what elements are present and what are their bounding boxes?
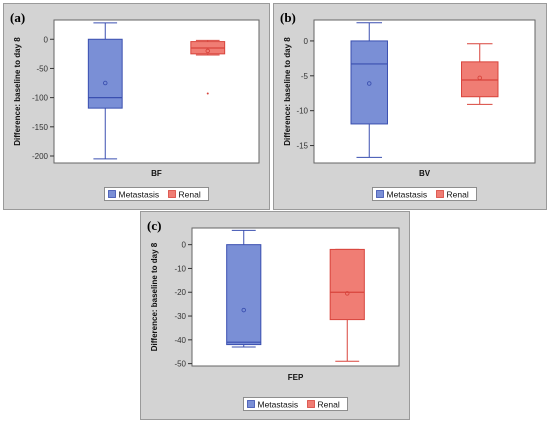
legend-label-renal: Renal — [318, 400, 340, 410]
legend-swatch-renal — [307, 400, 315, 408]
metastasis-box — [87, 38, 123, 109]
renal-box — [329, 248, 365, 321]
legend-label-renal: Renal — [179, 190, 201, 200]
y-tick-label: 0 — [182, 241, 187, 250]
metastasis-mean-marker — [102, 80, 108, 86]
y-tick-label: -50 — [174, 360, 186, 369]
chart-panel-b: (b) 0 -5 -10 -15 Difference: baseline to day … — [273, 3, 547, 210]
y-axis-title: Difference: baseline to day 8 — [150, 242, 159, 351]
y-tick-label: -5 — [301, 72, 309, 81]
chart-panel-c: (c) 0 -10 -20 -30 -40 -50 Difference: baseline … — [140, 211, 410, 420]
x-axis-title: BF — [151, 169, 162, 178]
legend — [243, 397, 348, 411]
y-tick-label: -10 — [296, 107, 308, 116]
y-axis-title: Difference: baseline to day 8 — [13, 37, 22, 146]
y-tick-label: -40 — [174, 336, 186, 345]
renal-mean-marker — [344, 291, 350, 296]
renal-outlier-point — [206, 92, 209, 95]
legend-label-renal: Renal — [447, 190, 469, 200]
legend-label-metastasis: Metastasis — [119, 190, 160, 200]
legend-swatch-metastasis — [108, 190, 116, 198]
metastasis-box — [226, 244, 262, 346]
chart-panel-a: (a) 0 -50 -100 -150 -200 Difference: baseline … — [3, 3, 270, 210]
metastasis-mean-marker — [366, 81, 372, 86]
x-axis-title: BV — [419, 169, 431, 178]
y-tick-label: -15 — [296, 142, 308, 151]
chart-svg-b: (b) 0 -5 -10 -15 Difference: baseline to day … — [280, 10, 536, 201]
metastasis-box — [350, 40, 388, 125]
legend-swatch-metastasis — [376, 190, 384, 198]
legend-label-metastasis: Metastasis — [258, 400, 299, 410]
chart-svg-a: (a) 0 -50 -100 -150 -200 Difference: baseline … — [10, 10, 260, 201]
y-tick-label: -30 — [174, 312, 186, 321]
x-axis-title: FEP — [288, 373, 304, 382]
y-tick-label: 0 — [304, 37, 309, 46]
metastasis-mean-marker — [241, 307, 246, 313]
legend-swatch-metastasis — [247, 400, 255, 408]
y-tick-label: -200 — [32, 152, 49, 161]
plot-area — [191, 227, 400, 367]
y-tick-label: -50 — [36, 64, 48, 73]
chart-svg-c: (c) 0 -10 -20 -30 -40 -50 Difference: baseline … — [147, 218, 400, 411]
y-tick-label: -100 — [32, 94, 49, 103]
panel-label: (b) — [280, 10, 296, 25]
legend — [104, 187, 209, 201]
y-tick-label: 0 — [44, 35, 49, 44]
legend-swatch-renal — [168, 190, 176, 198]
legend — [372, 187, 477, 201]
y-axis-title: Difference: baseline to day 8 — [283, 37, 292, 146]
y-tick-label: -10 — [174, 264, 186, 273]
renal-mean-marker — [477, 75, 482, 81]
panel-label: (a) — [10, 10, 25, 25]
legend-label-metastasis: Metastasis — [387, 190, 428, 200]
panel-label: (c) — [147, 218, 161, 233]
plot-area — [53, 19, 260, 164]
legend-swatch-renal — [436, 190, 444, 198]
y-tick-label: -20 — [174, 288, 186, 297]
renal-mean-marker — [205, 48, 210, 54]
y-tick-label: -150 — [32, 123, 49, 132]
plot-area — [313, 19, 536, 164]
